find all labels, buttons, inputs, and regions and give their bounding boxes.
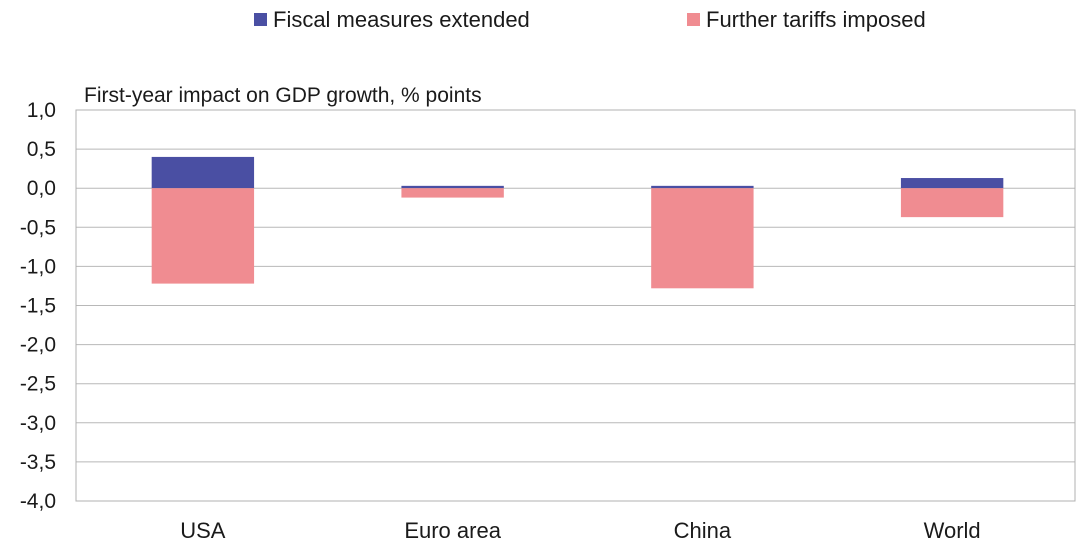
- x-category-label: USA: [180, 518, 226, 543]
- bar-world-fiscal: [900, 178, 1004, 189]
- y-tick-label: -3,0: [20, 412, 56, 435]
- y-tick-label: -1,5: [20, 295, 56, 318]
- bar-usa-tariffs: [151, 188, 255, 284]
- legend-swatch-tariffs: [687, 13, 700, 26]
- y-tick-label: -2,0: [20, 334, 56, 357]
- legend: Fiscal measures extended Further tariffs…: [254, 7, 926, 32]
- y-tick-label: 0,0: [27, 177, 56, 200]
- bar-china-fiscal: [651, 185, 754, 189]
- x-category-label: Euro area: [404, 518, 501, 543]
- bar-euro-area-fiscal: [401, 185, 504, 189]
- y-tick-label: 0,5: [27, 138, 56, 161]
- bars: [151, 156, 1004, 289]
- legend-label-fiscal: Fiscal measures extended: [273, 7, 530, 32]
- legend-swatch-fiscal: [254, 13, 267, 26]
- y-tick-label: -4,0: [20, 490, 56, 513]
- y-tick-label: -1,0: [20, 255, 56, 278]
- x-axis-labels: USA Euro area China World: [180, 518, 980, 543]
- y-tick-label: -2,5: [20, 373, 56, 396]
- legend-label-tariffs: Further tariffs imposed: [706, 7, 926, 32]
- bar-world-tariffs: [900, 188, 1004, 218]
- bar-china-tariffs: [651, 188, 754, 289]
- plot-area-frame: [75, 109, 1076, 502]
- bar-euro-area-tariffs: [401, 188, 504, 198]
- y-tick-label: -3,5: [20, 451, 56, 474]
- x-category-label: China: [674, 518, 732, 543]
- y-tick-label: -0,5: [20, 216, 56, 239]
- y-axis-ticks: 1,0 0,5 0,0 -0,5 -1,0 -1,5 -2,0 -2,5 -3,0 -3,5 -4,…: [20, 99, 56, 513]
- x-category-label: World: [924, 518, 981, 543]
- y-tick-label: 1,0: [27, 99, 56, 122]
- bar-usa-fiscal: [151, 156, 255, 189]
- chart-title: First-year impact on GDP growth, % point…: [84, 84, 482, 107]
